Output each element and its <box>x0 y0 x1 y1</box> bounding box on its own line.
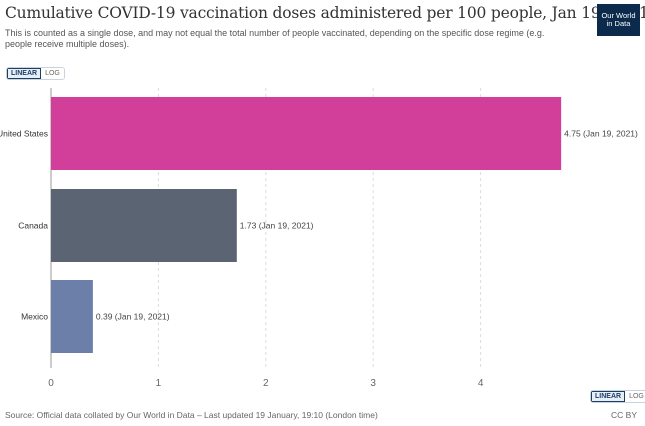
linear-scale-button-bottom[interactable]: LINEAR <box>591 391 626 402</box>
category-label-united-states: United States <box>0 129 48 139</box>
category-label-mexico: Mexico <box>21 312 48 322</box>
scale-toggle-top: LINEAR LOG <box>6 67 65 80</box>
linear-scale-button[interactable]: LINEAR <box>7 68 42 79</box>
chart-title: Cumulative COVID-19 vaccination doses ad… <box>5 4 645 22</box>
source-note: Source: Official data collated by Our Wo… <box>5 410 378 420</box>
data-label-canada: 1.73 (Jan 19, 2021) <box>240 221 314 231</box>
data-label-united-states: 4.75 (Jan 19, 2021) <box>564 129 638 139</box>
logo-line-2: in Data <box>606 19 631 28</box>
x-tick-label-4: 4 <box>478 378 484 389</box>
log-scale-button-bottom[interactable]: LOG <box>625 391 645 402</box>
data-label-mexico: 0.39 (Jan 19, 2021) <box>96 312 170 322</box>
x-tick-label-0: 0 <box>48 378 54 389</box>
owid-logo[interactable]: Our World in Data <box>597 4 640 36</box>
scale-toggle-bottom: LINEAR LOG <box>590 390 645 403</box>
bar-canada <box>51 189 237 262</box>
chart-subtitle: This is counted as a single dose, and ma… <box>5 28 545 49</box>
license-link[interactable]: CC BY <box>611 410 637 420</box>
x-tick-label-3: 3 <box>370 378 376 389</box>
logo-line-1: Our World <box>601 10 636 20</box>
bar-united-states <box>51 97 562 170</box>
bar-mexico <box>51 280 93 353</box>
category-label-canada: Canada <box>18 221 48 231</box>
x-tick-label-2: 2 <box>263 378 269 389</box>
log-scale-button[interactable]: LOG <box>41 68 64 79</box>
x-tick-label-1: 1 <box>156 378 162 389</box>
